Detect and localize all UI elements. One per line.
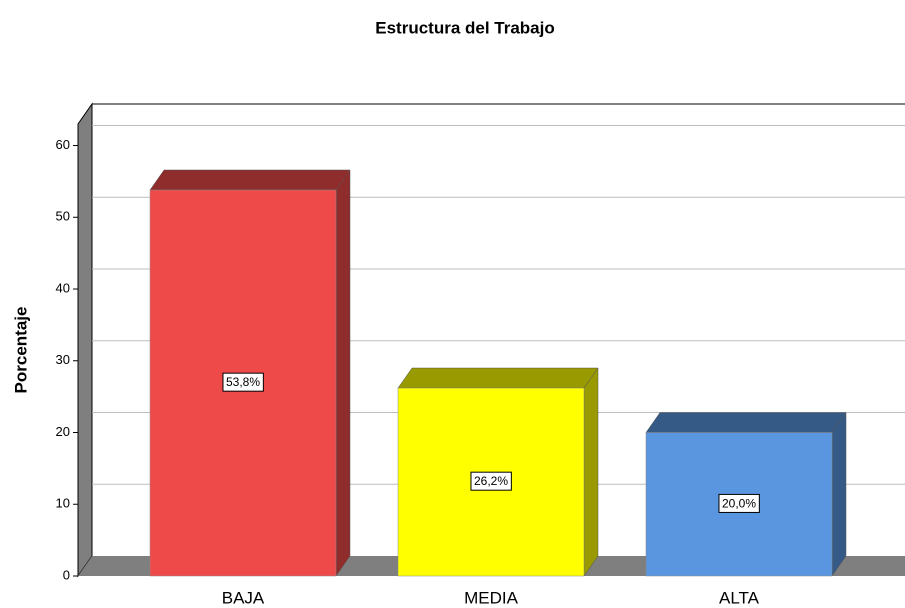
y-tick-label: 40 [56,280,70,295]
value-label: 20,0% [722,496,756,510]
x-tick-label: BAJA [222,588,265,607]
bars: 53,8% 26,2% 20,0% [149,169,847,577]
value-label: 53,8% [226,375,260,389]
x-tick-label: MEDIA [464,588,519,607]
y-tick-label: 0 [63,567,70,582]
y-tick-label: 10 [56,496,70,511]
bar-side [335,169,351,577]
y-axis-label: Porcentaje [11,307,30,394]
value-label-box [470,471,512,491]
y-tick-label: 20 [56,424,70,439]
value-label-box [222,372,264,392]
bar-side [831,411,847,577]
bar-top [397,367,599,389]
y-tick-label: 30 [56,352,70,367]
bar-side [583,367,599,577]
chart-title: Estructura del Trabajo [375,18,555,37]
value-label-box [718,493,760,513]
value-label: 26,2% [474,474,508,488]
y-tick-label: 60 [56,137,70,152]
left-wall [77,102,93,578]
bar-top [645,412,847,433]
x-tick-label: ALTA [719,588,760,607]
y-tick-label: 50 [56,209,70,224]
bar-top [149,169,351,191]
